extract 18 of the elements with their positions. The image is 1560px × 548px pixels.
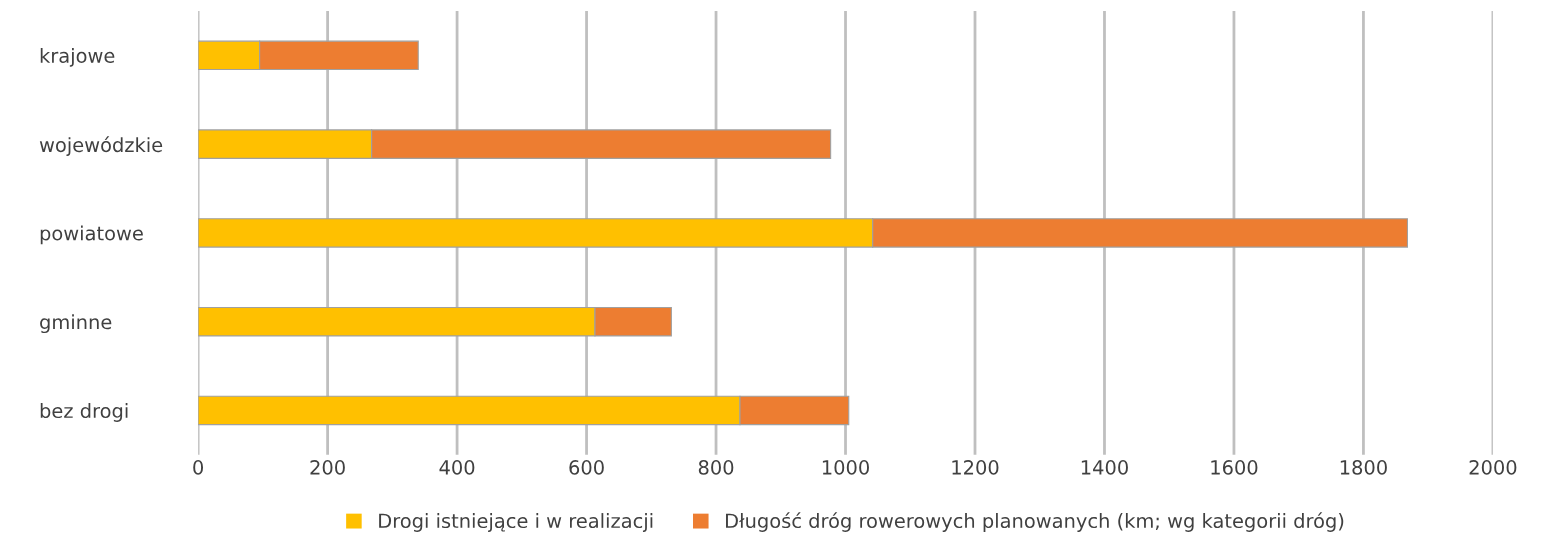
y-tick-label: bez drogi xyxy=(40,403,128,422)
y-tick-label: wojewódzkie xyxy=(39,136,163,156)
y-tick-label: gminne xyxy=(40,314,112,334)
legend-label: Długość dróg rowerowych planowanych (km; wg kategorii dróg) xyxy=(726,512,1344,532)
x-tick-label: 1400 xyxy=(1081,460,1128,475)
x-tick-label: 200 xyxy=(310,460,345,475)
x-tick-label: 0 xyxy=(193,460,204,475)
x-tick-label: 1200 xyxy=(952,460,999,475)
x-tick-label: 400 xyxy=(439,460,475,475)
x-tick-label: 1800 xyxy=(1340,460,1387,475)
x-tick-label: 800 xyxy=(698,460,734,475)
x-tick-label: 1000 xyxy=(822,460,869,475)
x-tick-label: 600 xyxy=(569,460,604,475)
y-tick-label: krajowe xyxy=(40,47,115,67)
x-tick-label: 1600 xyxy=(1211,460,1258,475)
legend-label: Drogi istniejące i w realizacji xyxy=(379,513,653,532)
y-tick-label: powiatowe xyxy=(40,225,143,245)
x-tick-label: 2000 xyxy=(1469,460,1517,475)
